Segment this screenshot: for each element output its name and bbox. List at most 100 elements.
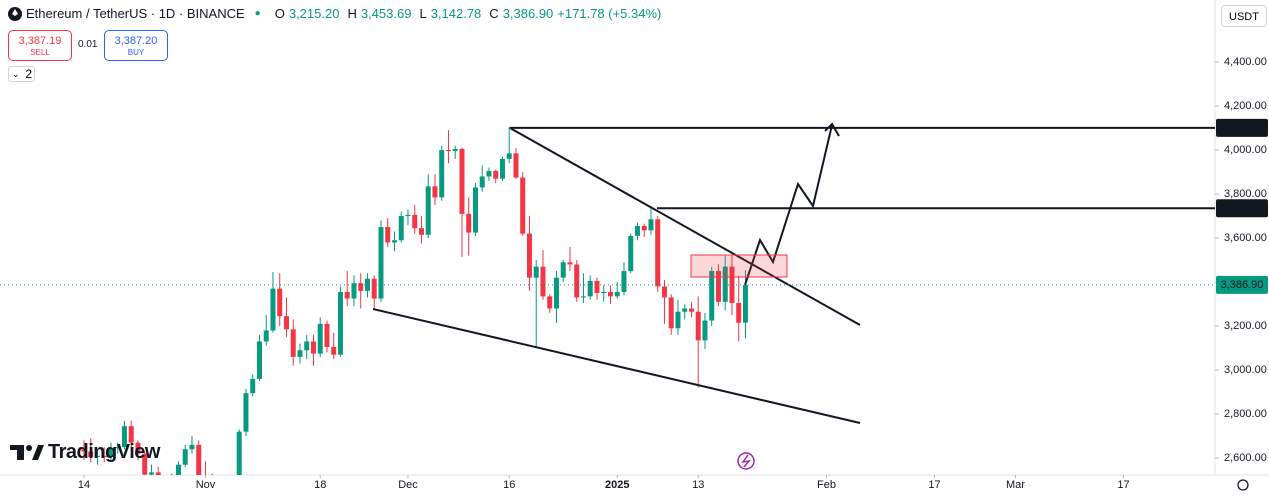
wedge-lower <box>372 308 861 424</box>
candle-body <box>580 296 586 298</box>
candle-body <box>472 187 478 233</box>
candle-body <box>162 484 167 493</box>
candle-body <box>142 453 148 475</box>
settings-icon[interactable] <box>1237 479 1249 491</box>
candle-body <box>378 227 384 299</box>
candle-body <box>270 288 276 331</box>
y-tick-label: 2,800.00 <box>1224 408 1267 420</box>
legend: Ethereum / TetherUS · 1D · BINANCE ● O 3,… <box>8 6 661 21</box>
candle-body <box>682 308 688 312</box>
candle-body <box>661 286 667 298</box>
candle-body <box>742 284 748 323</box>
y-tick-label: 4,400.00 <box>1224 56 1267 68</box>
wedge-upper <box>509 127 861 326</box>
price-line-box <box>1216 199 1268 218</box>
candle-body <box>223 489 228 499</box>
candle-body <box>297 350 303 357</box>
y-tick-label: 3,800.00 <box>1224 188 1267 200</box>
sell-label: SELL <box>30 48 50 57</box>
candle-body <box>641 225 647 231</box>
last-price-label: 3,386.90 <box>1221 279 1264 291</box>
candle-body <box>108 448 114 457</box>
candle-body <box>182 449 188 465</box>
candle-body <box>371 278 377 299</box>
price-line-label: 3,735.67 <box>1221 202 1264 214</box>
candle-body <box>398 216 404 241</box>
event-circle[interactable] <box>737 452 755 470</box>
h-key: H <box>347 6 357 21</box>
arrow-head <box>824 122 840 137</box>
logo-part <box>26 445 32 451</box>
candle-body <box>189 444 195 450</box>
event-bolt[interactable] <box>741 454 751 468</box>
candle-body <box>715 271 721 302</box>
buy-button[interactable]: 3,387.20 BUY <box>104 30 168 61</box>
candle-body <box>277 288 283 317</box>
brand: TradingView <box>48 441 160 463</box>
candle-body <box>364 278 370 291</box>
candle-body <box>250 378 256 394</box>
candle-body <box>520 177 526 234</box>
candle-body <box>587 280 593 297</box>
symbol[interactable]: Ethereum / TetherUS · 1D · BINANCE <box>26 6 245 21</box>
o-value: 3,215.20 <box>288 6 340 21</box>
x-tick-label: 13 <box>692 479 704 491</box>
candle-body <box>594 280 600 294</box>
indicator-count: 2 <box>25 67 32 81</box>
candle-body <box>128 426 134 443</box>
y-tick-label: 3,600.00 <box>1224 232 1267 244</box>
candle-body <box>304 341 310 351</box>
candle-body <box>135 442 141 454</box>
y-tick-label: 4,000.00 <box>1224 144 1267 156</box>
h-value: 3,453.69 <box>360 6 412 21</box>
sell-button[interactable]: 3,387.19 SELL <box>8 30 72 61</box>
candle-body <box>290 329 296 357</box>
candle-body <box>486 170 492 177</box>
candle-body <box>418 228 424 235</box>
candle-body <box>702 320 708 341</box>
candle-body <box>439 150 445 198</box>
candle-body <box>688 308 694 312</box>
indicator-toggle[interactable]: ⌄ 2 <box>8 66 35 82</box>
candle-body <box>101 455 107 457</box>
candle-body <box>351 283 357 299</box>
candle-body <box>81 449 87 452</box>
candle-body <box>499 158 505 179</box>
candle-body <box>695 311 701 341</box>
candle-body <box>263 330 269 342</box>
candle-body <box>121 426 127 448</box>
candle-body <box>331 346 337 355</box>
x-tick-label: 16 <box>503 479 515 491</box>
candle-body <box>574 264 580 298</box>
price-line-box <box>1216 118 1268 137</box>
candle-body <box>358 283 364 291</box>
candle-body <box>175 464 181 475</box>
candle-body <box>452 148 458 152</box>
candle-body <box>648 219 654 231</box>
candle-body <box>425 186 431 235</box>
last-price-box <box>1216 275 1268 294</box>
y-tick-label: 4,200.00 <box>1224 100 1267 112</box>
candle-body <box>526 233 532 278</box>
y-tick-label: 2,600.00 <box>1224 452 1267 464</box>
sell-price: 3,387.19 <box>18 35 62 47</box>
candle-body <box>216 482 221 489</box>
x-tick-label: 18 <box>314 479 326 491</box>
candle-body <box>324 323 330 347</box>
x-tick-label: Feb <box>817 479 836 491</box>
candle-body <box>547 296 553 309</box>
candle-body <box>493 170 499 179</box>
candle-body <box>614 291 620 297</box>
projection-arrow <box>744 124 833 286</box>
price-line-label: 4,101.00 <box>1221 122 1264 134</box>
candle-body <box>607 291 613 297</box>
event-icon[interactable] <box>737 452 755 470</box>
y-tick-label: 3,200.00 <box>1224 320 1267 332</box>
candle-body <box>445 150 451 152</box>
x-tick-label: 2025 <box>605 479 629 491</box>
candle-body <box>601 291 607 294</box>
currency-button[interactable]: USDT <box>1221 5 1267 27</box>
candle-body <box>317 323 323 354</box>
